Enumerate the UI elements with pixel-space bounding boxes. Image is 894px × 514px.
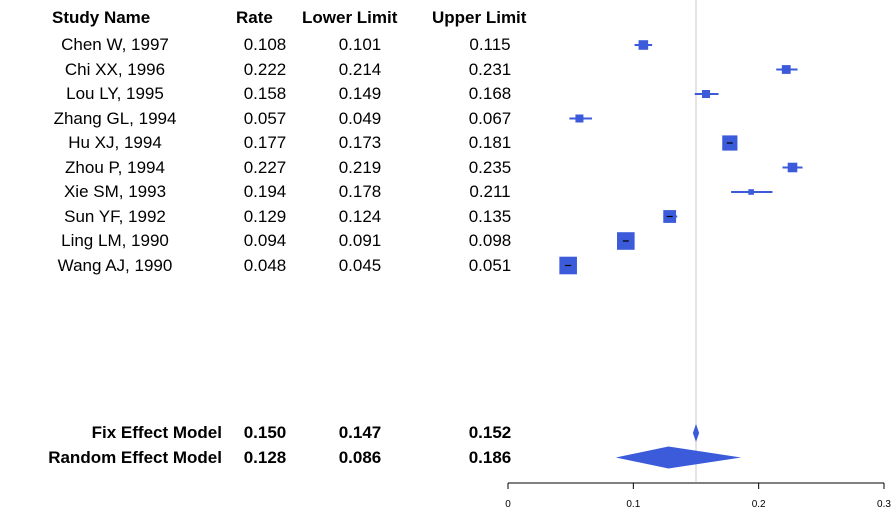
header-study-name: Study Name [52, 8, 151, 27]
rate-cell: 0.158 [243, 84, 287, 103]
summary-upper-column: 0.152 0.186 [450, 421, 530, 470]
upper-limit-cell: 0.067 [468, 108, 512, 128]
study-name-cell: Zhang GL, 1994 [53, 108, 177, 128]
upper-limit-column: 0.115 0.231 0.168 0.067 0.181 0.235 0.211 0.135… [450, 33, 530, 278]
study-name-cell: Chi XX, 1996 [64, 59, 166, 79]
x-tick-label: 0.1 [626, 499, 640, 510]
summary-upper-cell: 0.152 [468, 423, 512, 442]
upper-limit-cell: 0.235 [468, 157, 512, 177]
rate-cell: 0.057 [243, 108, 287, 128]
upper-limit-cell: 0.168 [468, 84, 512, 103]
study-name-cell: Chen W, 1997 [61, 35, 169, 54]
rate-column: 0.108 0.222 0.158 0.057 0.177 0.227 0.194 0.129… [225, 33, 305, 278]
lower-limit-cell: 0.149 [338, 84, 382, 103]
rate-cell: 0.194 [243, 182, 287, 201]
summary-rate-cell: 0.150 [243, 423, 287, 442]
summary-lower-column: 0.147 0.086 [320, 421, 400, 470]
rate-cell: 0.108 [243, 35, 287, 54]
summary-diamond [692, 424, 700, 442]
upper-limit-cell: 0.231 [468, 59, 512, 79]
upper-limit-cell: 0.098 [468, 231, 512, 250]
summary-name-cell: Random Effect Model [48, 447, 222, 467]
upper-limit-cell: 0.051 [468, 255, 512, 275]
x-tick-label: 0 [505, 499, 511, 510]
lower-limit-cell: 0.173 [338, 133, 382, 152]
lower-limit-cell: 0.214 [338, 59, 382, 79]
study-marker [702, 90, 711, 98]
upper-limit-cell: 0.181 [468, 133, 512, 152]
rate-cell: 0.227 [243, 157, 287, 177]
lower-limit-cell: 0.178 [338, 182, 382, 201]
study-marker [787, 162, 798, 173]
x-tick-label: 0.3 [877, 499, 891, 510]
header-rate: Rate [236, 8, 273, 27]
lower-limit-cell: 0.124 [338, 206, 382, 226]
upper-limit-cell: 0.115 [469, 35, 511, 54]
rate-cell: 0.222 [243, 59, 287, 79]
study-marker [781, 65, 791, 74]
study-marker [638, 40, 649, 50]
lower-limit-column: 0.101 0.214 0.149 0.049 0.173 0.219 0.178 0.124… [320, 33, 400, 278]
study-name-cell: Xie SM, 1993 [63, 182, 167, 201]
study-name-cell: Ling LM, 1990 [61, 231, 169, 250]
study-name-cell: Hu XJ, 1994 [68, 133, 162, 152]
summary-rate-column: 0.150 0.128 [225, 421, 305, 470]
study-name-column: Chen W, 1997 Chi XX, 1996 Lou LY, 1995 Zhan… [20, 33, 210, 278]
rate-cell: 0.094 [243, 231, 287, 250]
summary-rate-cell: 0.128 [243, 447, 287, 467]
summary-lower-cell: 0.086 [338, 447, 382, 467]
study-name-cell: Zhou P, 1994 [65, 157, 165, 177]
summary-name-cell: Fix Effect Model [91, 423, 222, 442]
summary-diamond [615, 446, 742, 469]
lower-limit-cell: 0.049 [338, 108, 382, 128]
rate-cell: 0.129 [243, 206, 287, 226]
study-name-cell: Sun YF, 1992 [64, 206, 166, 226]
rate-cell: 0.048 [243, 255, 287, 275]
study-marker [575, 114, 584, 123]
summary-name-column: Fix Effect Model Random Effect Model [0, 421, 222, 470]
upper-limit-cell: 0.211 [469, 182, 511, 201]
x-tick-label: 0.2 [752, 499, 766, 510]
header-lower-limit: Lower Limit [302, 8, 398, 27]
study-name-cell: Lou LY, 1995 [66, 84, 164, 103]
upper-limit-cell: 0.135 [468, 206, 512, 226]
header-upper-limit: Upper Limit [432, 8, 527, 27]
summary-lower-cell: 0.147 [338, 423, 382, 442]
summary-upper-cell: 0.186 [468, 447, 512, 467]
study-name-cell: Wang AJ, 1990 [57, 255, 173, 275]
rate-cell: 0.177 [243, 133, 287, 152]
lower-limit-cell: 0.219 [338, 157, 382, 177]
study-marker [748, 189, 754, 195]
lower-limit-cell: 0.101 [338, 35, 382, 54]
lower-limit-cell: 0.045 [338, 255, 382, 275]
lower-limit-cell: 0.091 [338, 231, 382, 250]
